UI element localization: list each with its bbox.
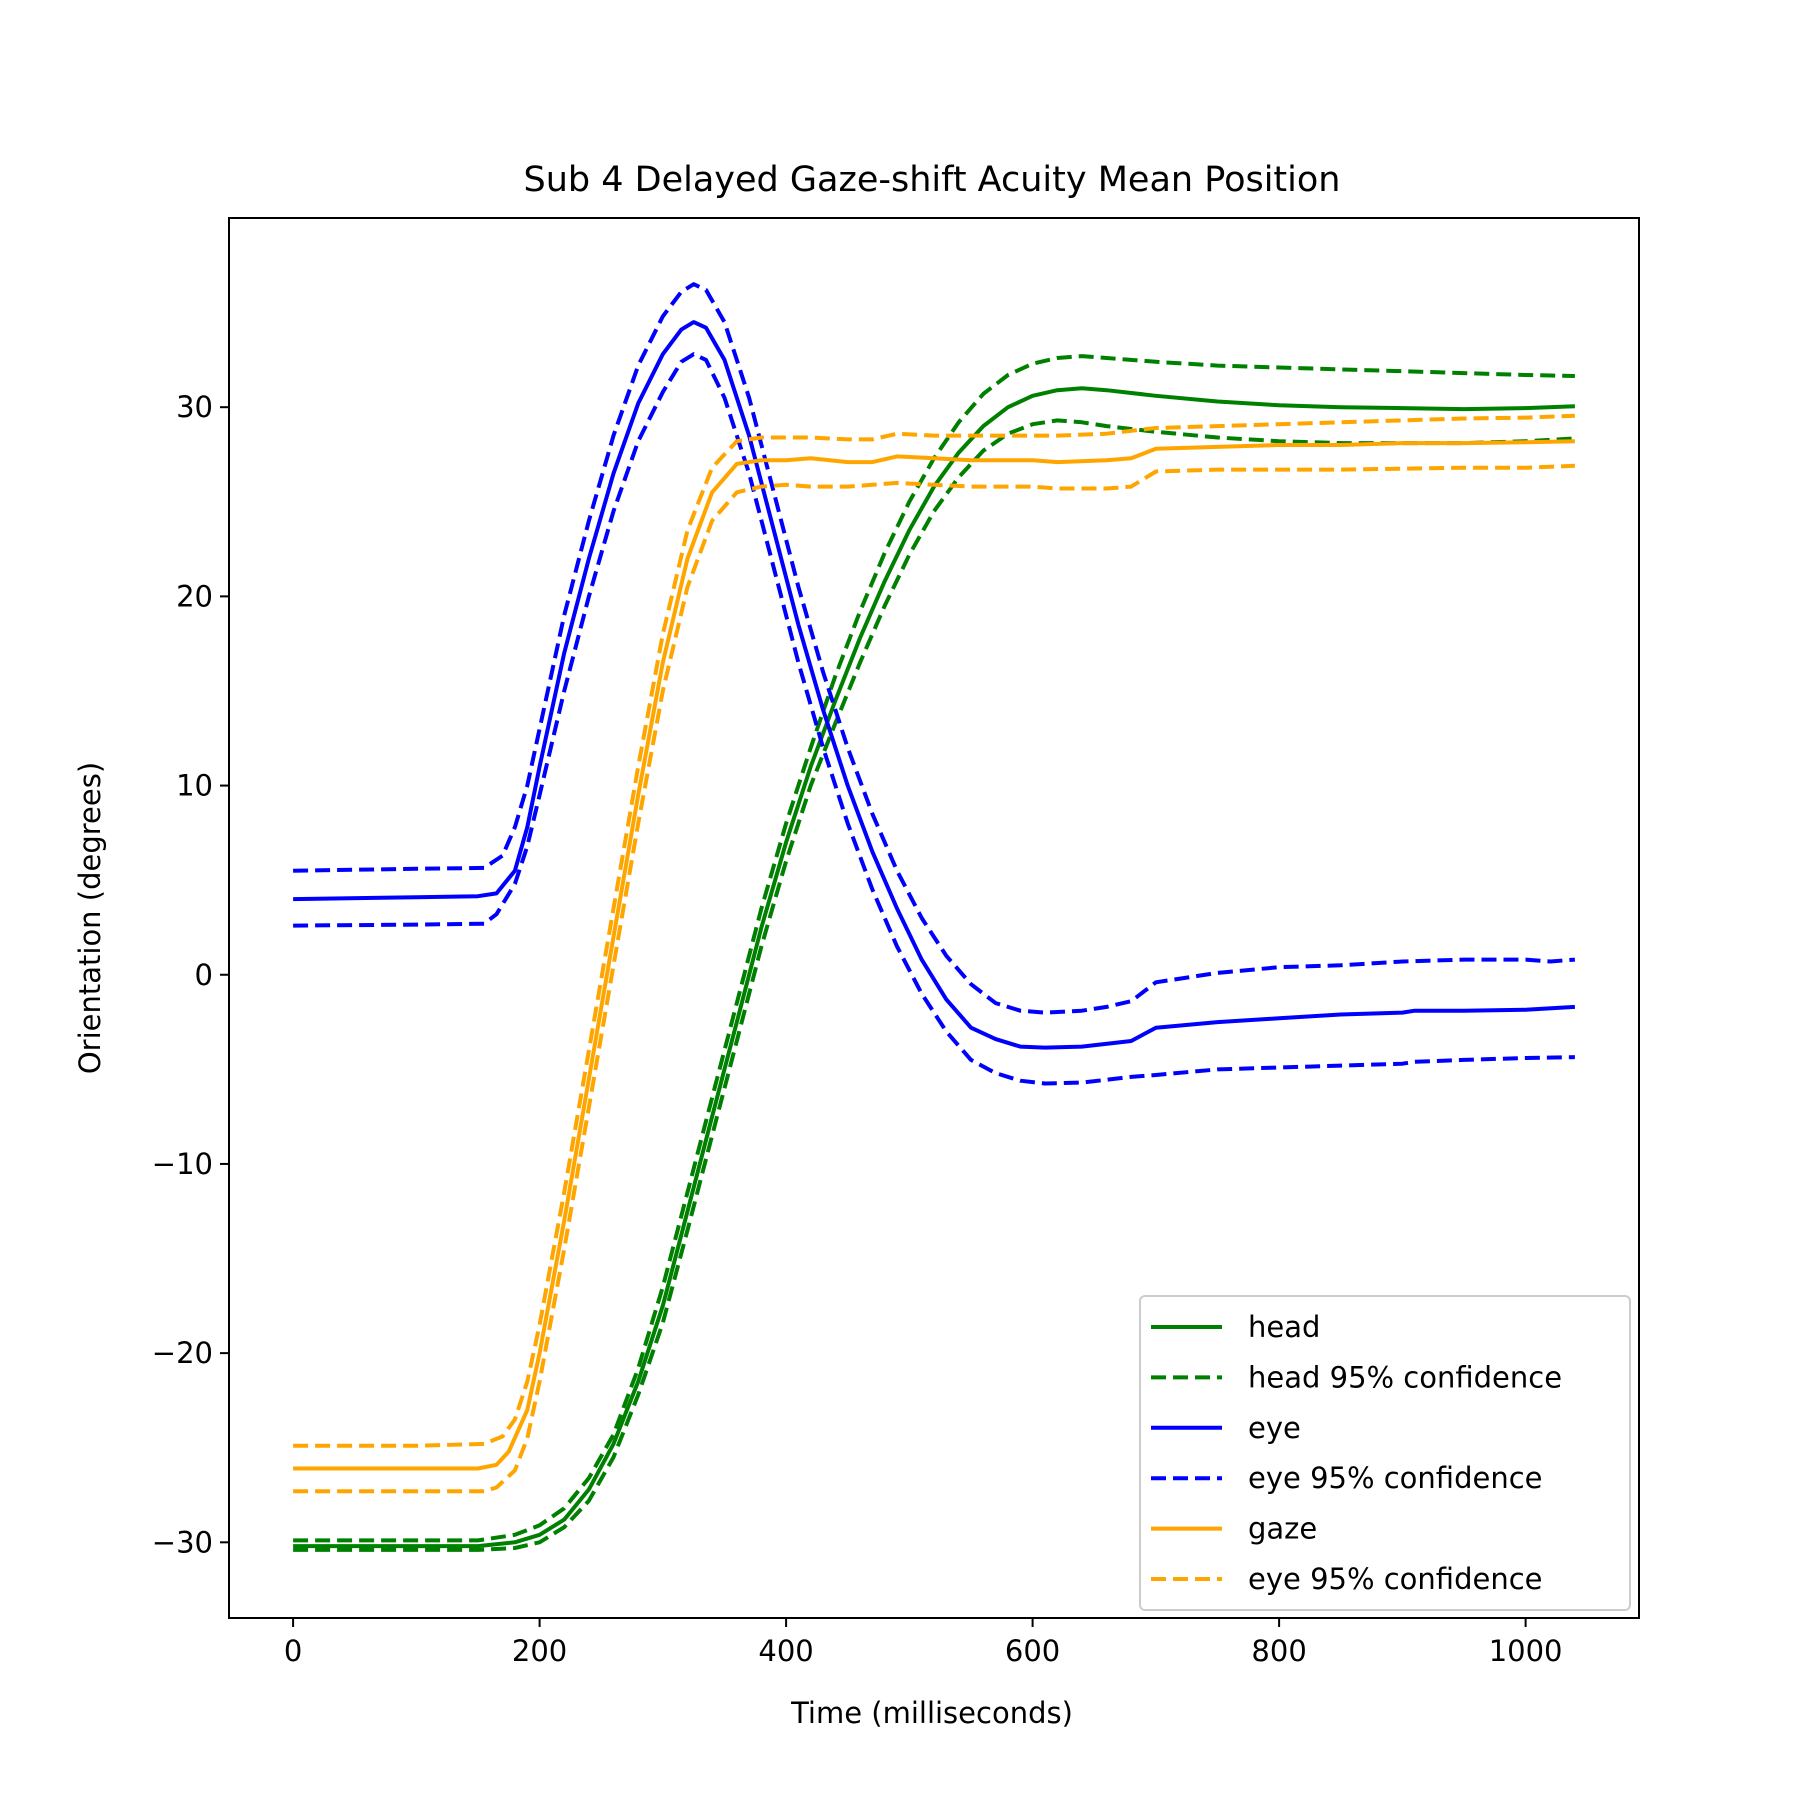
- x-tick-label: 200: [512, 1634, 567, 1668]
- x-axis-label: Time (milliseconds): [790, 1696, 1073, 1730]
- x-tick-label: 400: [758, 1634, 813, 1668]
- legend-label-head-95-confidence: head 95% confidence: [1248, 1360, 1562, 1394]
- x-tick-label: 800: [1251, 1634, 1306, 1668]
- legend: head head 95% confidence eye eye 95% confid…: [1139, 1295, 1631, 1611]
- y-tick-label: 10: [176, 769, 213, 803]
- y-tick-label: 20: [176, 579, 213, 613]
- y-axis-label: Orientation (degrees): [73, 762, 107, 1074]
- y-tick-label: −30: [152, 1525, 213, 1559]
- chart-title: Sub 4 Delayed Gaze-shift Acuity Mean Pos…: [524, 160, 1341, 200]
- y-tick-label: −10: [152, 1147, 213, 1181]
- legend-label-eye: eye: [1248, 1411, 1301, 1445]
- legend-label-head: head: [1248, 1310, 1320, 1344]
- series-line-eye-95-confidence-7: [293, 413, 1575, 1448]
- x-tick-label: 600: [1005, 1634, 1060, 1668]
- legend-label-eye-95-confidence: eye 95% confidence: [1248, 1461, 1543, 1495]
- legend-box: [1139, 1295, 1631, 1611]
- series-line-eye-95-confidence-4: [293, 282, 1576, 1015]
- y-tick-label: 30: [176, 390, 213, 424]
- y-tick-label: 0: [195, 958, 213, 992]
- x-axis: 0 200 400 600 800 1000: [284, 1618, 1563, 1668]
- legend-label-gaze: gaze: [1248, 1512, 1317, 1546]
- series-line-head-95-confidence-1: [293, 354, 1575, 1543]
- series-line-gaze-6: [293, 439, 1575, 1471]
- y-axis: −30 −20 −10 0 10 20 30: [152, 390, 229, 1559]
- series-line-head-95-confidence-lower-2: [293, 418, 1576, 1552]
- plot-frame: [228, 217, 1640, 1619]
- legend-label-eye-95-confidence: eye 95% confidence: [1248, 1562, 1543, 1596]
- x-tick-label: 1000: [1489, 1634, 1563, 1668]
- series-line-eye-95-confidence-lower-8: [293, 463, 1575, 1494]
- series-line-eye-95-confidence-lower-5: [293, 352, 1575, 1086]
- series-line-head-0: [293, 386, 1575, 1549]
- y-tick-label: −20: [152, 1336, 213, 1370]
- series-line-eye-3: [293, 320, 1576, 1050]
- series-layer: [293, 282, 1576, 1552]
- x-tick-label: 0: [284, 1634, 302, 1668]
